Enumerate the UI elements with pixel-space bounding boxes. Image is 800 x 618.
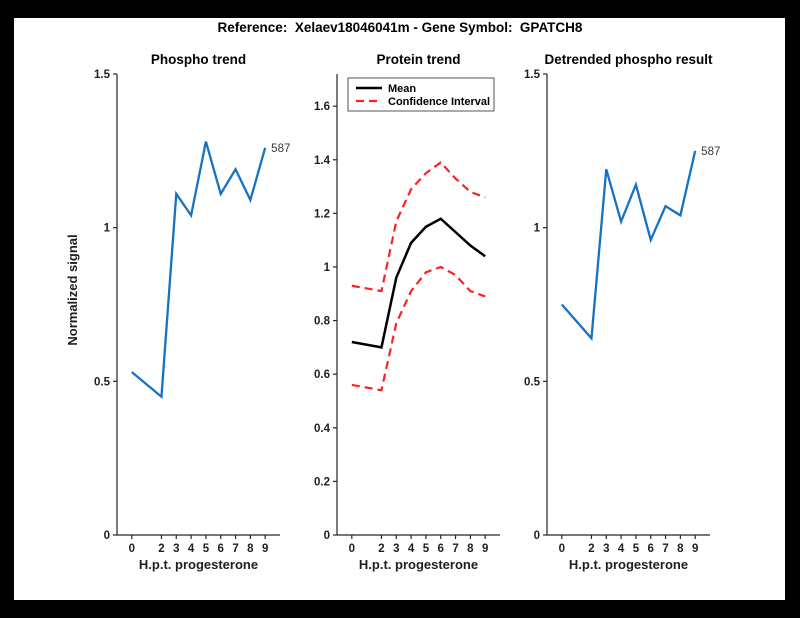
subplot2-title: Protein trend [376, 52, 461, 67]
series-line-1 [560, 150, 697, 342]
x-tick-label: 2 [158, 543, 164, 555]
x-tick-label: 0 [349, 543, 355, 555]
x-tick-label: 2 [588, 543, 594, 555]
x-tick-label: 4 [618, 543, 625, 555]
subplot-2: 0 0.2 0.4 0.6 0.8 1 1.2 1.4 1.6 0 2 3 4 5 6 7 8 9 MeanConf… [314, 74, 500, 555]
y-tick-label: 1.5 [94, 69, 111, 81]
x-tick-label: 9 [482, 543, 488, 555]
subplot-3: 0 0.5 1 1.5 0 2 3 4 5 6 7 8 9 587 [524, 69, 720, 555]
x-tick-label: 5 [203, 543, 210, 555]
series-line-1 [131, 141, 267, 400]
x-tick-label: 5 [633, 543, 640, 555]
x-tick-label: 0 [559, 543, 565, 555]
y-tick-label: 1.2 [314, 208, 330, 220]
x-tick-label: 7 [662, 543, 668, 555]
legend-entry-label: Mean [388, 83, 416, 95]
x-tick-label: 2 [378, 543, 384, 555]
x-tick-label: 8 [247, 543, 254, 555]
x-tick-label: 8 [467, 543, 474, 555]
point-annotation: 587 [271, 143, 290, 155]
y-tick-label: 0 [104, 530, 110, 542]
x-tick-label: 6 [648, 543, 654, 555]
y-tick-label: 0 [534, 530, 540, 542]
figure-title: Reference: Xelaev18046041m - Gene Symbol… [217, 20, 583, 35]
y-tick-label: 1 [104, 223, 111, 235]
x-tick-label: 7 [232, 543, 238, 555]
y-tick-label: 1 [534, 223, 541, 235]
y-tick-label: 0.6 [314, 369, 330, 381]
x-tick-label: 3 [603, 543, 609, 555]
x-tick-label: 0 [129, 543, 135, 555]
y-tick-label: 1.6 [314, 101, 330, 113]
x-tick-label: 5 [423, 543, 430, 555]
subplot1-title: Phospho trend [150, 52, 247, 67]
x-tick-label: 4 [188, 543, 195, 555]
y-tick-label: 0 [324, 530, 330, 542]
y-tick-label: 0.5 [94, 376, 111, 388]
y-tick-label: 1.5 [524, 69, 541, 81]
x-tick-label: 6 [218, 543, 224, 555]
y-tick-label: 1.4 [314, 155, 331, 167]
y-tick-label: 0.2 [314, 476, 330, 488]
subplot3-title: Detrended phospho result [544, 52, 713, 67]
subplot-1: 0 0.5 1 1.5 0 2 3 4 5 6 7 8 9 587 [94, 69, 290, 555]
x-tick-label: 8 [677, 543, 684, 555]
point-annotation: 587 [701, 146, 720, 158]
series-line-3 [351, 265, 486, 392]
subplot2-x-axis-label: H.p.t. progesterone [358, 557, 479, 572]
subplot3-x-axis-label: H.p.t. progesterone [568, 557, 689, 572]
legend-box [347, 77, 495, 112]
y-tick-label: 0.4 [314, 423, 331, 435]
y-tick-label: 0.8 [314, 316, 331, 328]
series-line-1 [351, 217, 486, 349]
x-tick-label: 3 [173, 543, 179, 555]
series-line-2 [351, 161, 486, 293]
subplot1-x-axis-label: H.p.t. progesterone [138, 557, 259, 572]
y-tick-label: 0.5 [524, 376, 541, 388]
y-tick-label: 1 [324, 262, 331, 274]
x-tick-label: 7 [452, 543, 458, 555]
x-tick-label: 3 [393, 543, 399, 555]
x-tick-label: 4 [408, 543, 415, 555]
figure-canvas [14, 18, 785, 600]
x-tick-label: 9 [692, 543, 698, 555]
x-tick-label: 6 [438, 543, 444, 555]
legend-entry-label: Confidence Interval [388, 96, 490, 108]
x-tick-label: 9 [262, 543, 268, 555]
